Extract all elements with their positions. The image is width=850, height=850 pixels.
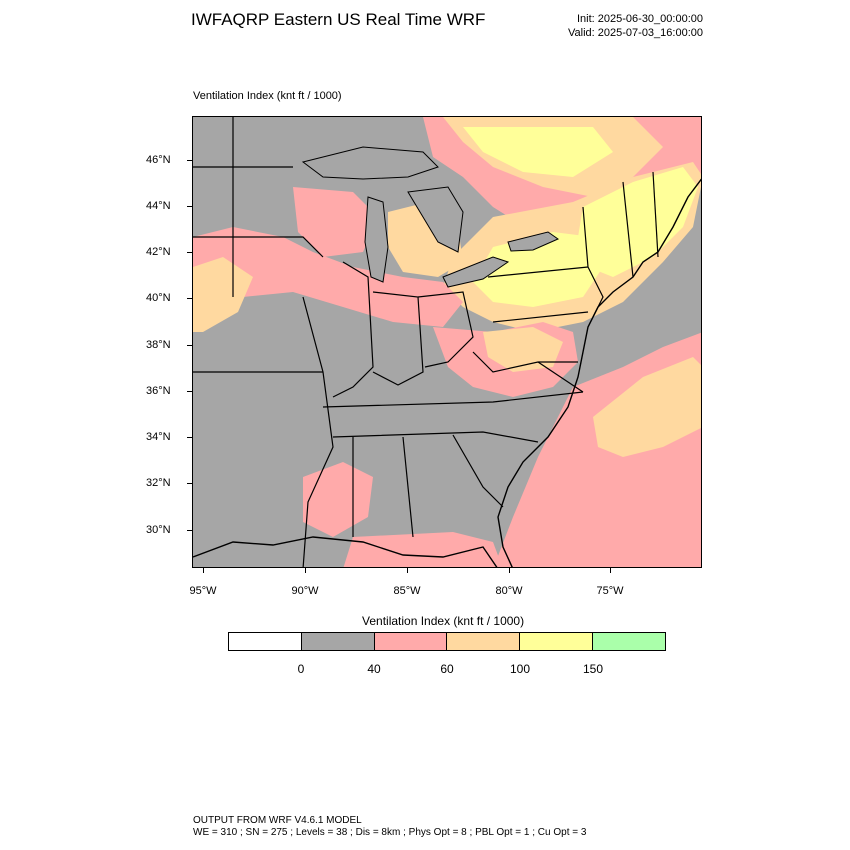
init-time: Init: 2025-06-30_00:00:00 — [577, 13, 703, 25]
lat-tick — [187, 391, 192, 392]
lat-label: 40°N — [146, 292, 171, 304]
lat-label: 36°N — [146, 385, 171, 397]
new-england-region — [578, 167, 698, 277]
valid-time: Valid: 2025-07-03_16:00:00 — [568, 27, 703, 39]
lat-label: 34°N — [146, 431, 171, 443]
upper-midwest-region — [193, 227, 463, 327]
deep-south-region — [303, 462, 373, 537]
legend-title: Ventilation Index (knt ft / 1000) — [362, 614, 525, 628]
gulf-coast-region — [343, 532, 503, 567]
lat-tick — [187, 345, 192, 346]
lake-michigan — [364, 196, 389, 283]
wisconsin-region — [293, 187, 378, 257]
lat-label: 38°N — [146, 339, 171, 351]
lon-tick — [407, 568, 408, 573]
canada-pale-region — [463, 127, 613, 177]
plot-title: IWFAQRP Eastern US Real Time WRF — [191, 10, 486, 29]
lake-ontario — [507, 231, 560, 252]
map-panel — [192, 116, 702, 568]
legend-tick-label: 0 — [297, 662, 305, 676]
virginia-yellow-region — [483, 327, 563, 372]
legend-bin — [593, 633, 665, 650]
legend-tick-label: 150 — [582, 662, 604, 676]
iowa-yellow-region — [193, 257, 253, 332]
state-boundaries — [193, 117, 659, 567]
lake-huron — [407, 186, 464, 253]
lat-tick — [187, 437, 192, 438]
legend-tick-label: 100 — [509, 662, 531, 676]
legend-bin — [301, 633, 375, 650]
lon-label: 85°W — [393, 585, 421, 597]
lon-tick — [610, 568, 611, 573]
lat-label: 30°N — [146, 524, 171, 536]
lon-label: 80°W — [495, 585, 523, 597]
lat-label: 42°N — [146, 246, 171, 258]
lat-tick — [187, 252, 192, 253]
offshore-orange-region — [593, 357, 701, 457]
map-canvas — [193, 117, 701, 567]
lat-label: 44°N — [146, 200, 171, 212]
lat-label: 32°N — [146, 477, 171, 489]
lon-label: 75°W — [596, 585, 624, 597]
lon-tick — [305, 568, 306, 573]
lake-superior — [301, 146, 439, 180]
lon-tick — [509, 568, 510, 573]
legend-tick-label: 60 — [440, 662, 454, 676]
legend-bin — [447, 633, 521, 650]
field-label: Ventilation Index (knt ft / 1000) — [193, 90, 342, 102]
model-info: OUTPUT FROM WRF V4.6.1 MODEL — [193, 815, 362, 826]
lake-erie — [442, 256, 510, 288]
lat-tick — [187, 160, 192, 161]
lon-tick — [203, 568, 204, 573]
ny-pa-region — [473, 232, 603, 307]
coastline — [497, 178, 701, 567]
lat-tick — [187, 206, 192, 207]
legend-bin — [520, 633, 594, 650]
lat-label: 46°N — [146, 154, 171, 166]
legend-bin — [374, 633, 448, 650]
lat-tick — [187, 298, 192, 299]
legend-bin — [229, 633, 302, 650]
lat-tick — [187, 483, 192, 484]
legend-bar — [228, 632, 666, 651]
lon-label: 90°W — [291, 585, 319, 597]
legend-tick-label: 40 — [367, 662, 381, 676]
gulf-coastline — [193, 536, 498, 567]
lon-label: 95°W — [189, 585, 217, 597]
model-config: WE = 310 ; SN = 275 ; Levels = 38 ; Dis … — [193, 827, 587, 838]
lat-tick — [187, 530, 192, 531]
